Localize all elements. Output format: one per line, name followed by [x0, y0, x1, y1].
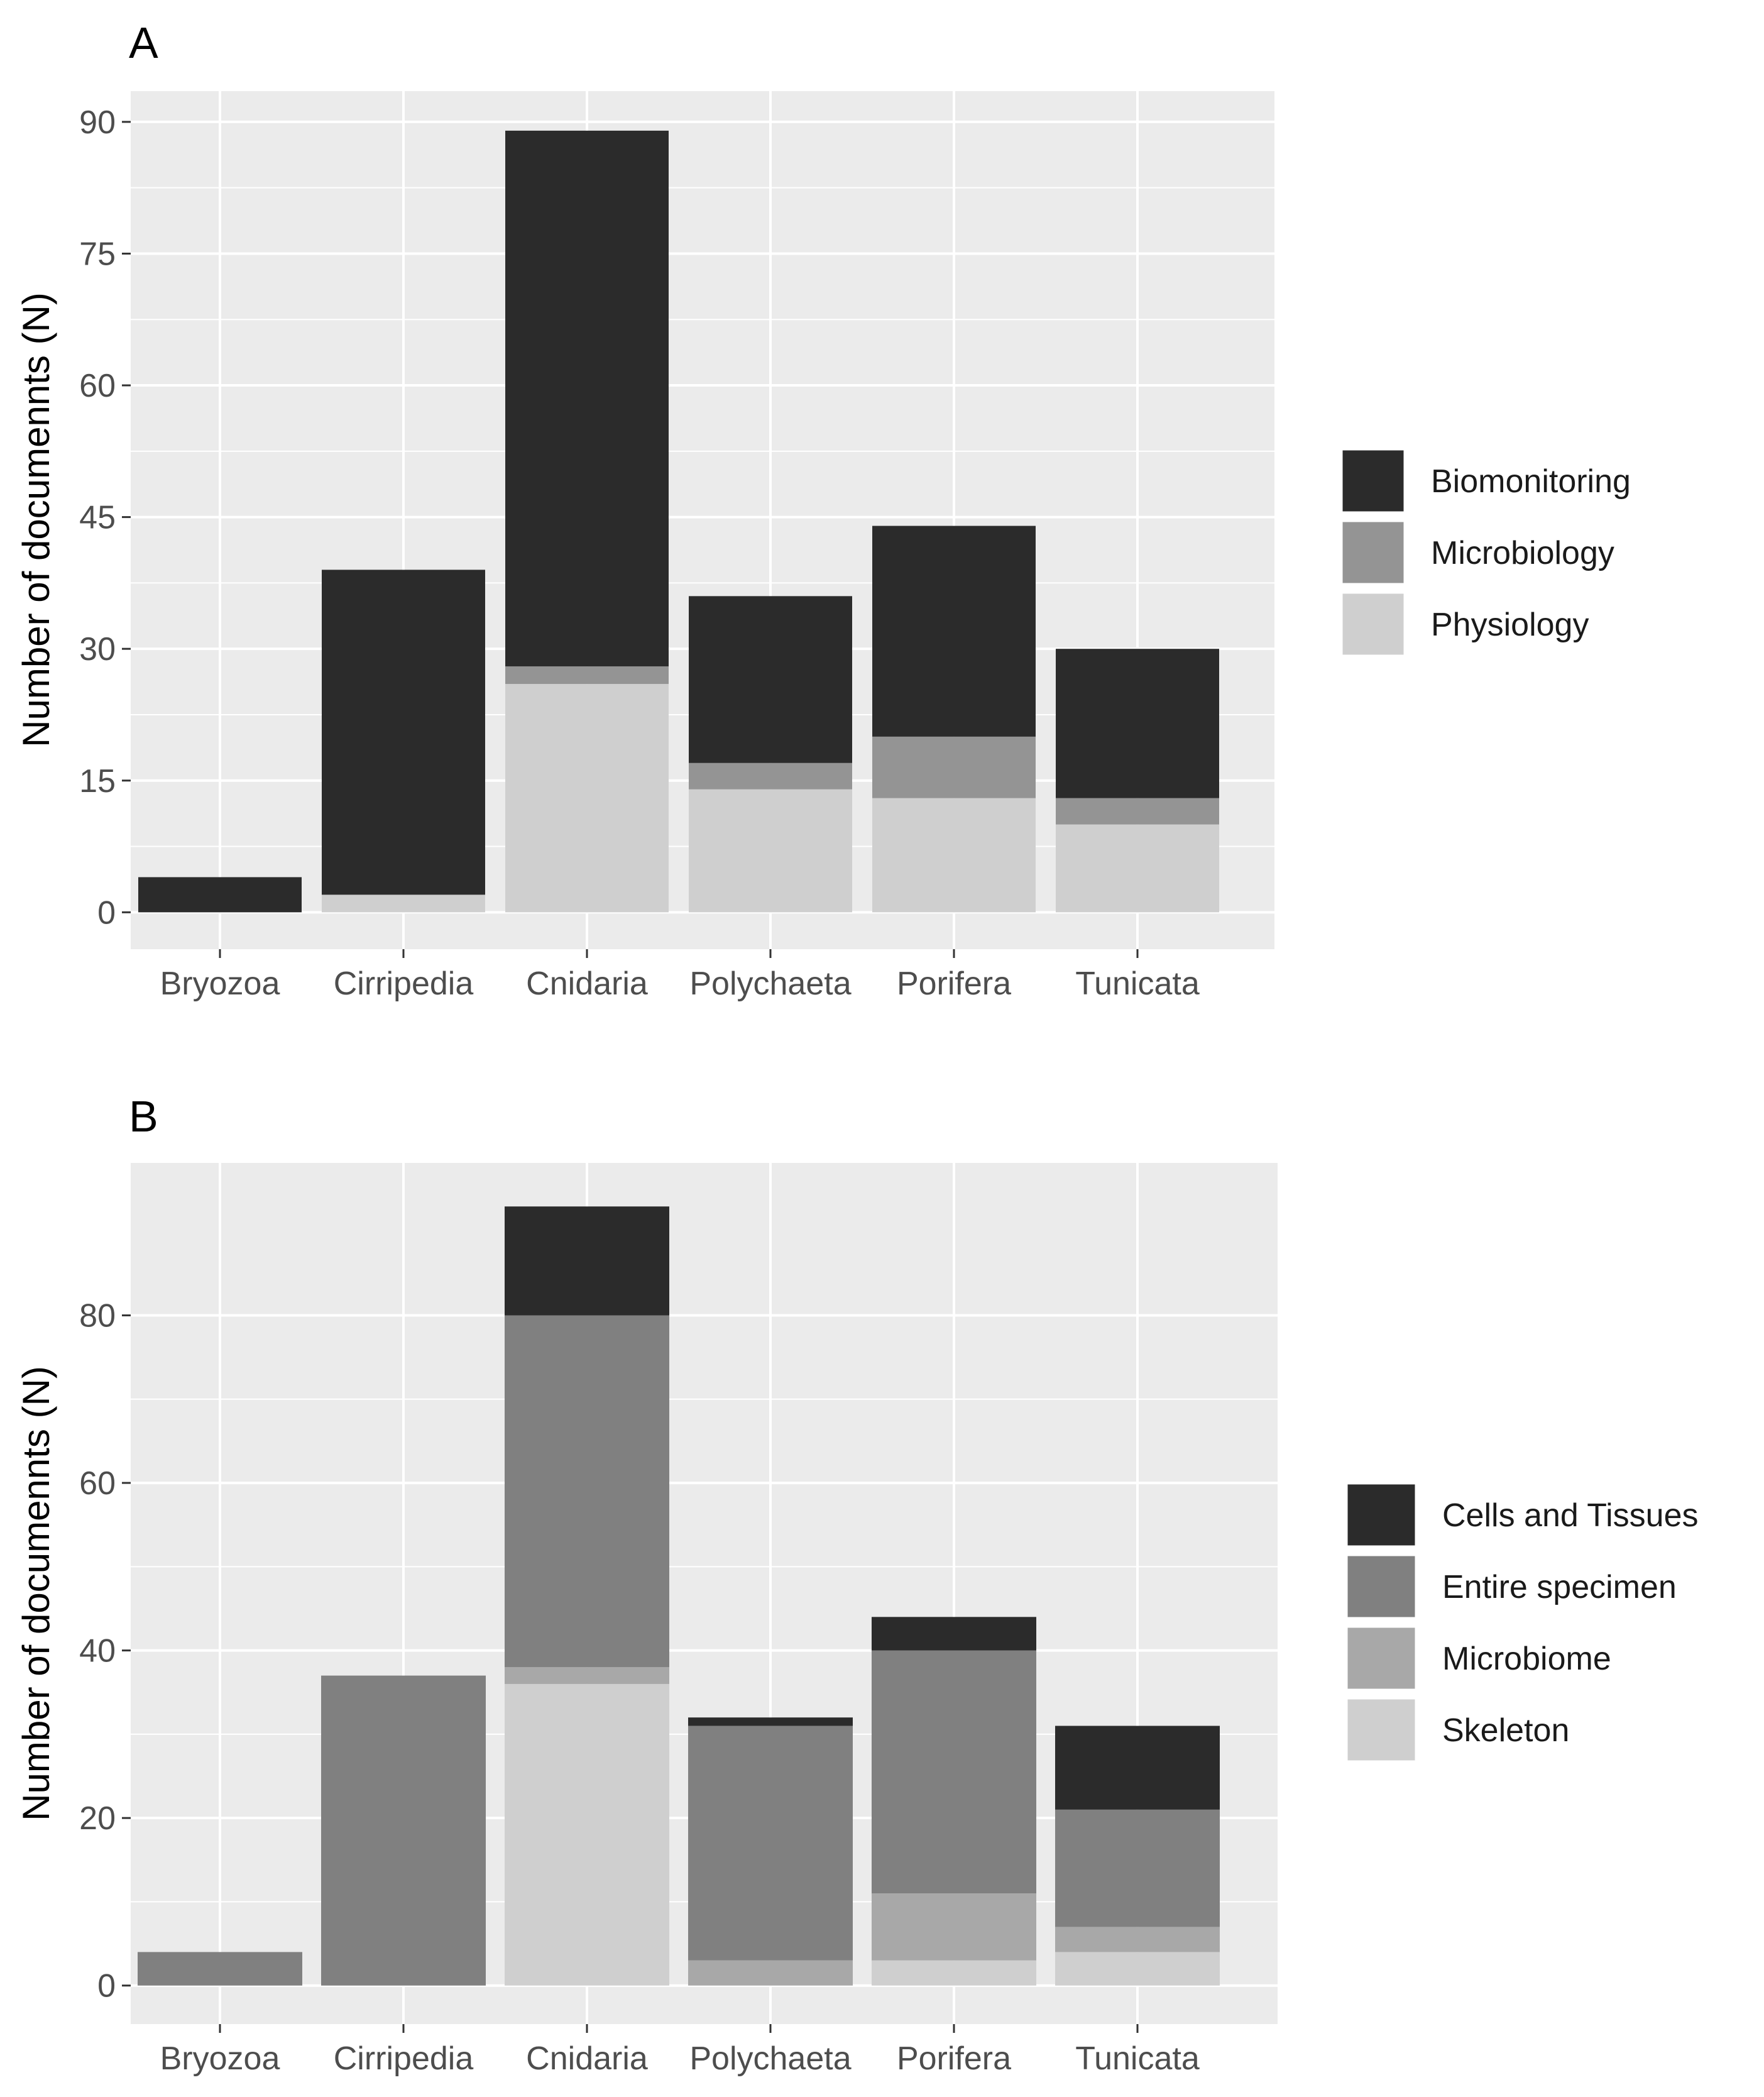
bar-porifera-skeleton: [872, 1960, 1036, 1986]
x-tick-label: Cnidaria: [526, 2040, 648, 2077]
panel-a-label: A: [129, 18, 158, 67]
bar-porifera-microbiology: [872, 736, 1036, 798]
bar-polychaeta-entire-specimen: [688, 1725, 853, 1961]
y-tick-label: 40: [79, 1633, 116, 1670]
bar-polychaeta-biomonitoring: [689, 596, 852, 763]
bar-porifera-entire-specimen: [872, 1650, 1036, 1894]
bar-cnidaria-microbiology: [505, 666, 669, 685]
x-tick-label: Polychaeta: [689, 2040, 851, 2077]
bar-tunicata-microbiome: [1055, 1927, 1220, 1952]
bar-cirripedia-biomonitoring: [322, 570, 485, 895]
y-tick-label: 15: [79, 763, 116, 800]
panel-b-x-axis: Bryozoa Cirripedia Cnidaria Polychaeta Porif…: [160, 2024, 1200, 2077]
x-tick-label: Bryozoa: [160, 2040, 280, 2077]
x-tick-label: Cirripedia: [334, 2040, 474, 2077]
legend-key-biomonitoring: [1340, 448, 1406, 514]
bar-cnidaria-entire-specimen: [505, 1315, 669, 1668]
x-tick-label: Cirripedia: [334, 966, 474, 1002]
y-tick-label: 0: [97, 1968, 116, 2005]
legend-key-microbiome: [1345, 1626, 1417, 1691]
bar-cirripedia-entire-specimen: [321, 1675, 486, 1986]
bar-porifera-cells-and-tissues: [872, 1617, 1036, 1651]
panel-a-x-axis: Bryozoa Cirripedia Cnidaria Polychaeta Porif…: [160, 949, 1200, 1002]
legend-label-entire-specimen: Entire specimen: [1442, 1569, 1677, 1605]
bar-cnidaria-physiology: [505, 684, 669, 913]
bar-tunicata-microbiology: [1056, 798, 1219, 825]
y-tick-label: 60: [79, 1465, 116, 1502]
bar-cnidaria-biomonitoring: [505, 130, 669, 667]
bar-bryozoa-entire-specimen: [138, 1952, 302, 1986]
bar-polychaeta-microbiome: [688, 1960, 853, 1986]
legend-key-microbiology: [1340, 520, 1406, 585]
y-tick-label: 75: [79, 236, 116, 272]
legend-label-microbiology: Microbiology: [1431, 535, 1614, 571]
panel-a-y-axis-title: Number of documennts (N): [15, 292, 57, 747]
panel-a-legend: Biomonitoring Microbiology Physiology: [1340, 448, 1631, 657]
bar-cnidaria-cells-and-tissues: [505, 1206, 669, 1316]
bar-tunicata-cells-and-tissues: [1055, 1725, 1220, 1810]
panel-a-y-axis: 0 15 30 45 60 75 90: [79, 104, 131, 931]
panel-a: A 0 15 30 45 60 75 90 Bryozoa Cirripedia Cnidari…: [15, 18, 1631, 1002]
x-tick-label: Cnidaria: [526, 966, 648, 1002]
bar-cnidaria-microbiome: [505, 1667, 669, 1684]
y-tick-label: 20: [79, 1800, 116, 1837]
panel-b-bars: [138, 1206, 1220, 1986]
bar-tunicata-skeleton: [1055, 1952, 1220, 1986]
bar-polychaeta-physiology: [689, 789, 852, 913]
y-tick-label: 30: [79, 631, 116, 668]
x-tick-label: Porifera: [897, 966, 1011, 1002]
bar-porifera-physiology: [872, 798, 1036, 913]
legend-key-skeleton: [1345, 1697, 1417, 1763]
legend-key-cells-and-tissues: [1345, 1482, 1417, 1548]
panel-a-bars: [138, 130, 1219, 913]
y-tick-label: 90: [79, 104, 116, 141]
bar-cirripedia-physiology: [322, 894, 485, 913]
legend-key-physiology: [1340, 592, 1406, 657]
legend-label-microbiome: Microbiome: [1442, 1641, 1611, 1677]
panel-b-y-axis-title: Number of documennts (N): [15, 1366, 57, 1821]
legend-label-biomonitoring: Biomonitoring: [1431, 463, 1631, 500]
panel-b: B 0 20 40 60 80 Bryozoa Cirripedia Cnidaria Pol…: [15, 1092, 1699, 2077]
bar-cnidaria-skeleton: [505, 1683, 669, 1986]
x-tick-label: Polychaeta: [689, 966, 851, 1002]
bar-tunicata-biomonitoring: [1056, 649, 1219, 798]
bar-bryozoa-biomonitoring: [138, 877, 302, 913]
bar-porifera-microbiome: [872, 1893, 1036, 1961]
bar-tunicata-physiology: [1056, 824, 1219, 913]
legend-label-skeleton: Skeleton: [1442, 1712, 1569, 1749]
x-tick-label: Tunicata: [1075, 2040, 1200, 2077]
y-tick-label: 80: [79, 1298, 116, 1335]
panel-b-legend: Cells and Tissues Entire specimen Microbio…: [1345, 1482, 1699, 1763]
y-tick-label: 60: [79, 368, 116, 404]
x-tick-label: Tunicata: [1075, 966, 1200, 1002]
x-tick-label: Bryozoa: [160, 966, 280, 1002]
y-tick-label: 45: [79, 500, 116, 536]
panel-b-y-axis: 0 20 40 60 80: [79, 1298, 131, 2005]
legend-key-entire-specimen: [1345, 1554, 1417, 1619]
bar-porifera-biomonitoring: [872, 526, 1036, 737]
legend-label-cells-and-tissues: Cells and Tissues: [1442, 1497, 1699, 1534]
legend-label-physiology: Physiology: [1431, 607, 1589, 643]
bar-polychaeta-microbiology: [689, 762, 852, 790]
bar-polychaeta-cells-and-tissues: [688, 1717, 853, 1726]
panel-b-label: B: [129, 1092, 158, 1141]
bar-tunicata-entire-specimen: [1055, 1809, 1220, 1927]
x-tick-label: Porifera: [897, 2040, 1011, 2077]
y-tick-label: 0: [97, 894, 116, 931]
